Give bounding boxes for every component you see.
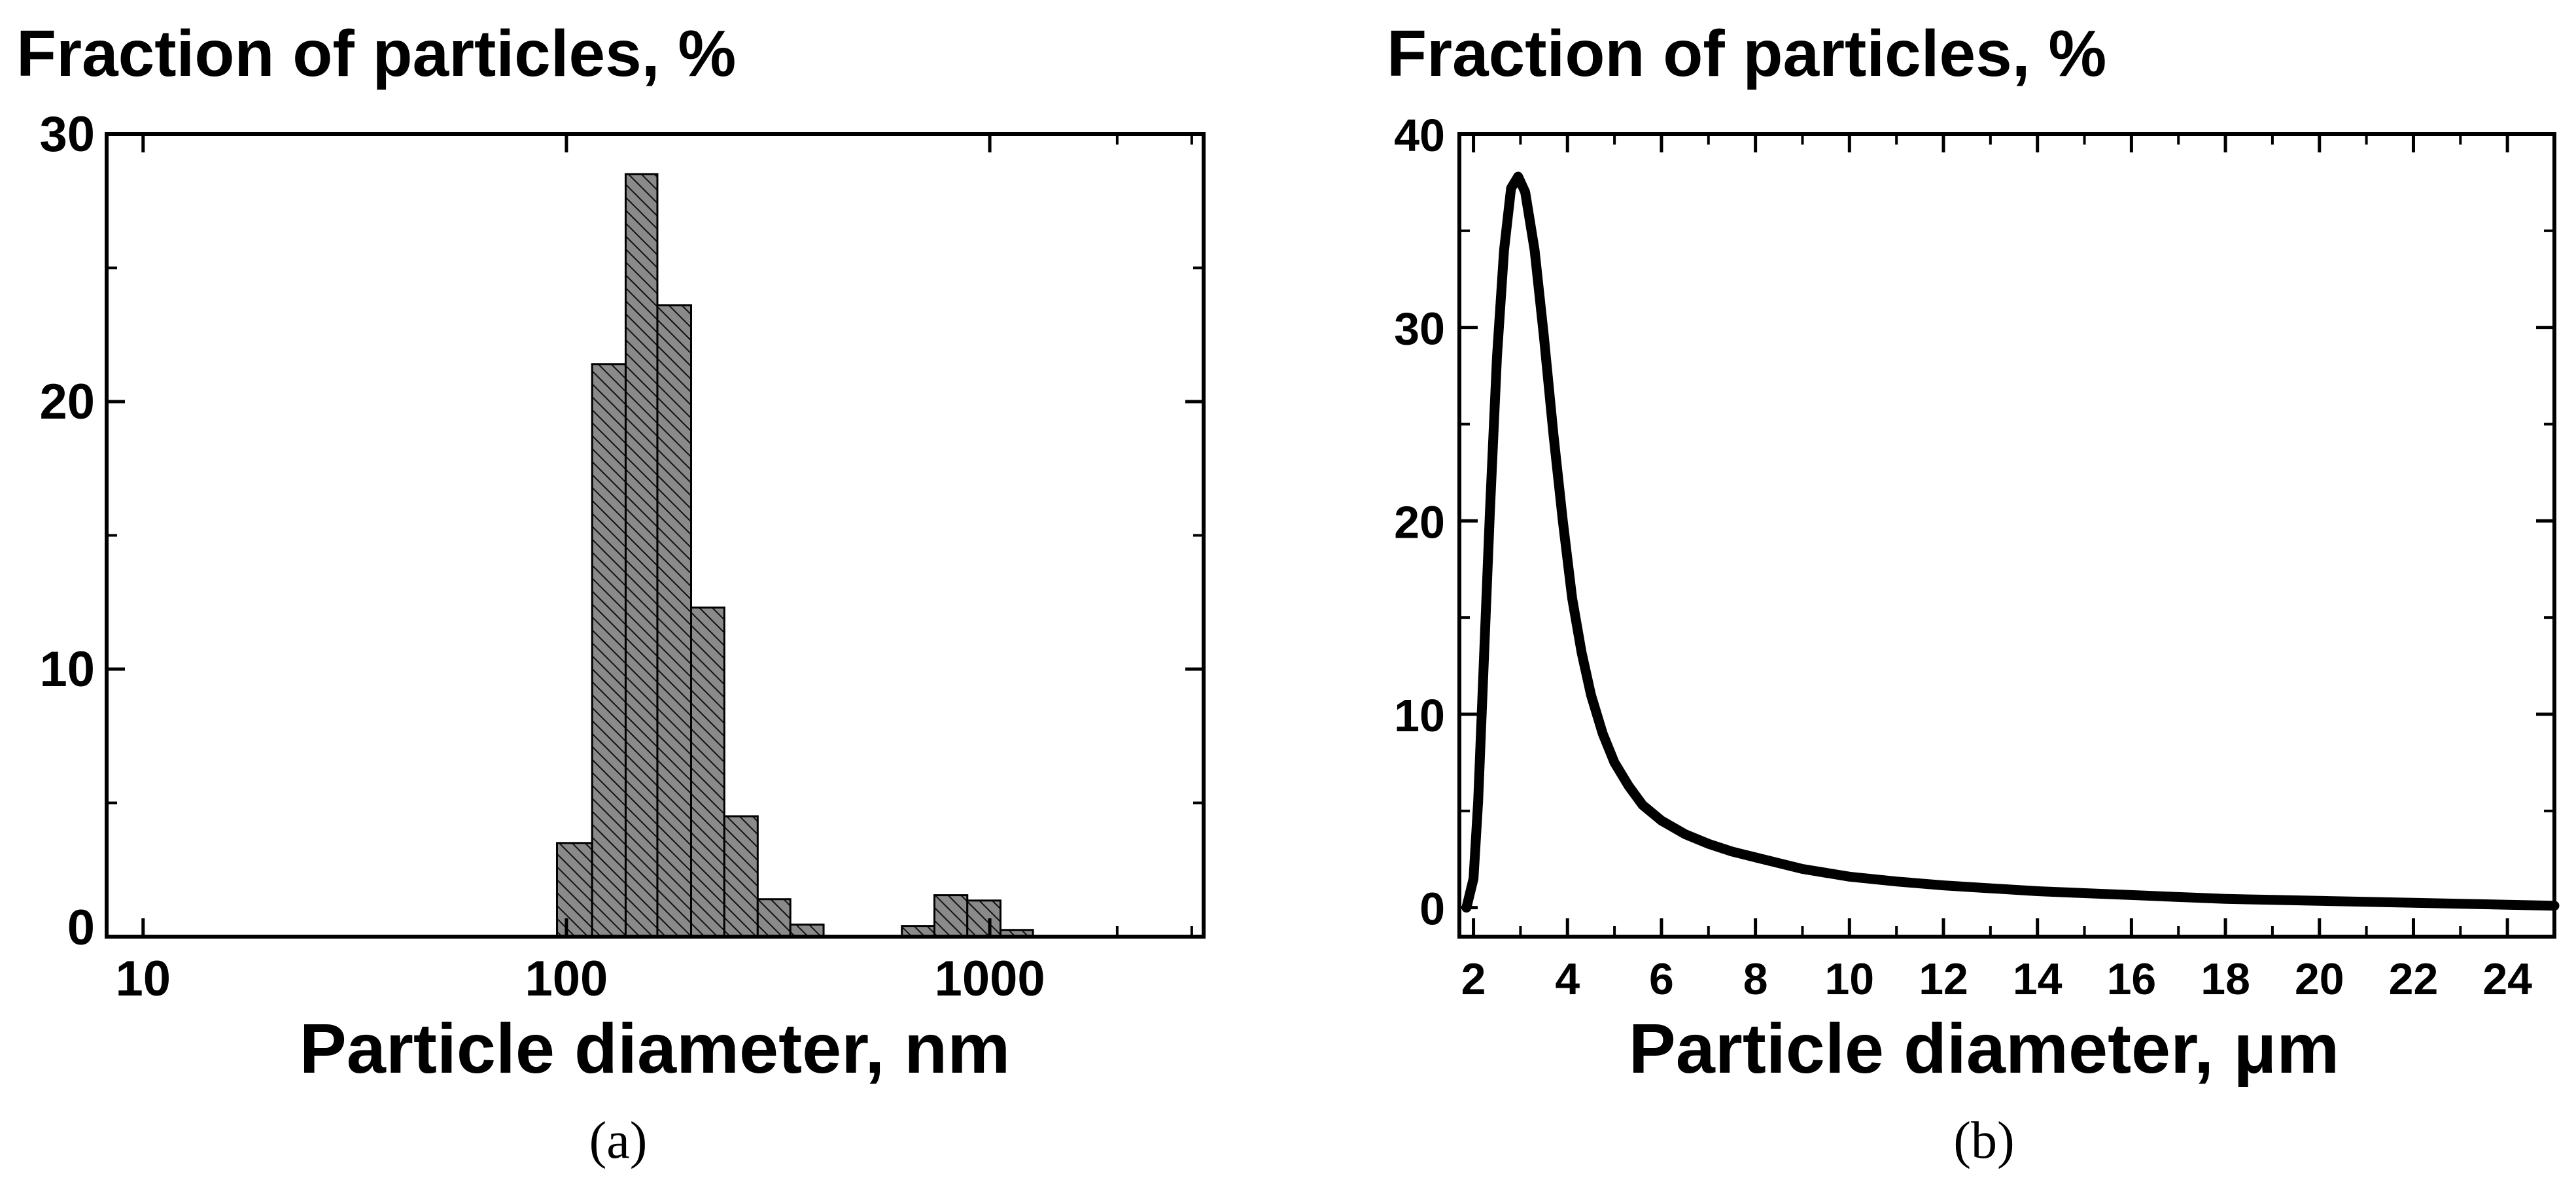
panel-b-label: (b) bbox=[1953, 1112, 2014, 1169]
panel-b-y-axis-title: Fraction of particles, % bbox=[1387, 17, 2106, 90]
panel-a-bar-5 bbox=[723, 815, 759, 938]
panel-a-xtick-label: 10 bbox=[116, 951, 171, 1007]
panel-a-x-axis-title: Particle diameter, nm bbox=[300, 1009, 1011, 1088]
panel-a-y-axis-title: Fraction of particles, % bbox=[16, 17, 736, 90]
panel-b-xtick-label: 24 bbox=[2482, 954, 2532, 1004]
panel-b-xtick-label: 16 bbox=[2107, 954, 2157, 1004]
panel-b-ytick-label: 40 bbox=[1394, 110, 1445, 161]
panel-b-x-axis-title: Particle diameter, μm bbox=[1629, 1009, 2340, 1088]
panel-a-bar-1 bbox=[591, 363, 627, 938]
panel-b-ytick-label: 10 bbox=[1394, 690, 1445, 741]
panel-a-bar-10 bbox=[966, 899, 1001, 938]
panel-a-ytick-label: 30 bbox=[39, 107, 95, 162]
panel-a-bar-0 bbox=[556, 842, 593, 938]
panel-b-xtick-label: 18 bbox=[2201, 954, 2250, 1004]
panel-b-xtick-label: 14 bbox=[2013, 954, 2063, 1004]
panel-b-xtick-label: 10 bbox=[1824, 954, 1874, 1004]
panel-b-xtick-label: 20 bbox=[2295, 954, 2344, 1004]
panel-a-bar-3 bbox=[656, 304, 692, 938]
panel-a-bar-6 bbox=[756, 898, 792, 938]
panel-b-plot-frame bbox=[1457, 132, 2556, 939]
panel-a-xtick-label: 100 bbox=[525, 951, 608, 1007]
panel-a-ytick-label: 20 bbox=[39, 374, 95, 430]
panel-b-ytick-label: 30 bbox=[1394, 303, 1445, 355]
panel-b-xtick-label: 6 bbox=[1649, 954, 1674, 1004]
panel-a: Fraction of particles, % 0 10 20 30 10 100 100… bbox=[16, 17, 1206, 1169]
panel-b-xtick-label: 8 bbox=[1743, 954, 1768, 1004]
panel-b-series-line bbox=[1461, 171, 2560, 913]
panel-a-ytick-label: 0 bbox=[67, 900, 95, 956]
panel-b-xtick-label: 12 bbox=[1919, 954, 1968, 1004]
panel-a-bar-9 bbox=[933, 894, 969, 938]
panel-b-xtick-label: 2 bbox=[1461, 954, 1486, 1004]
panel-b-xtick-label: 22 bbox=[2389, 954, 2439, 1004]
panel-a-bar-4 bbox=[689, 606, 725, 938]
panel-b-xtick-label: 4 bbox=[1555, 954, 1580, 1004]
panel-b-ytick-label: 20 bbox=[1394, 496, 1445, 547]
panel-b-ytick-label: 0 bbox=[1419, 884, 1445, 935]
panel-a-xtick-label: 1000 bbox=[935, 951, 1045, 1007]
panel-a-bars bbox=[556, 173, 1034, 938]
panel-a-label: (a) bbox=[589, 1112, 648, 1169]
panel-a-ticks: 0 10 20 30 10 100 1000 bbox=[39, 107, 1204, 1007]
panel-a-bar-2 bbox=[624, 173, 659, 938]
panel-a-ytick-label: 10 bbox=[39, 642, 95, 697]
